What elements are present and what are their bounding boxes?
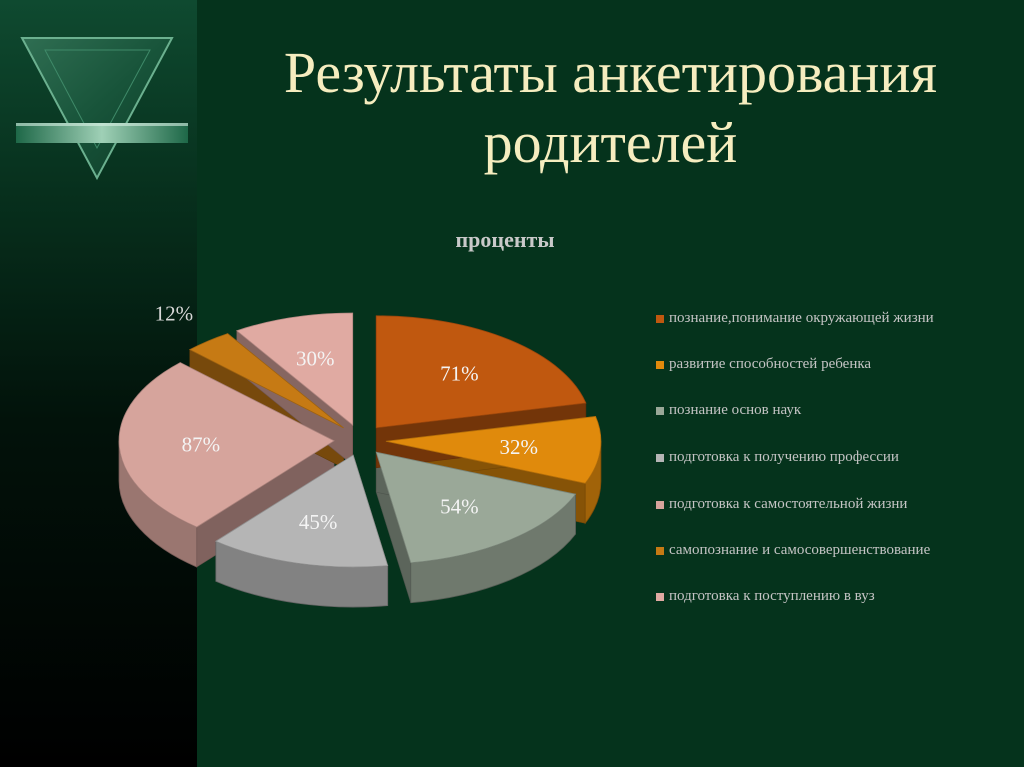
legend-swatch xyxy=(656,593,664,601)
legend-swatch xyxy=(656,361,664,369)
legend-item: подготовка к самостоятельной жизни xyxy=(656,494,946,514)
chart-title: проценты xyxy=(455,227,555,252)
triangle-logo-icon xyxy=(16,37,188,181)
legend-label: развитие способностей ребенка xyxy=(669,356,872,372)
legend-label: познание основ наук xyxy=(669,402,802,418)
legend-swatch xyxy=(656,407,664,415)
pie-data-label-3: 45% xyxy=(299,510,338,534)
slide-title-line-2: родителей xyxy=(483,110,738,175)
pie-data-label-6: 30% xyxy=(296,346,335,370)
legend-label: подготовка к самостоятельной жизни xyxy=(669,496,908,512)
legend-item: самопознание и самосовершенствование xyxy=(656,540,946,560)
pie-data-label-2: 54% xyxy=(440,494,479,518)
pie-slice-3 xyxy=(214,454,389,568)
legend-swatch xyxy=(656,501,664,509)
legend-item: подготовка к поступлению в вуз xyxy=(656,586,946,606)
pie-slice-1 xyxy=(385,416,602,484)
pie-data-label-0: 71% xyxy=(440,362,479,386)
pie-data-label-4: 87% xyxy=(182,432,221,456)
pie-data-label-5: 12% xyxy=(155,301,194,325)
legend-swatch xyxy=(656,454,664,462)
pie-slice-5 xyxy=(188,333,344,429)
legend-label: самопознание и самосовершенствование xyxy=(669,542,931,558)
legend-swatch xyxy=(656,315,664,323)
legend-label: подготовка к получению профессии xyxy=(669,449,899,465)
pie-data-label-1: 32% xyxy=(500,435,539,459)
legend-label: познание,понимание окружающей жизни xyxy=(669,310,934,326)
pie-slice-6 xyxy=(235,312,354,426)
legend-swatch xyxy=(656,547,664,555)
legend-item: развитие способностей ребенка xyxy=(656,354,946,374)
slide-title: Результаты анкетирования родителей xyxy=(197,38,1024,178)
pie-slice-0 xyxy=(375,315,587,429)
legend-label: подготовка к поступлению в вуз xyxy=(669,588,875,604)
pie-slice-4 xyxy=(118,362,335,528)
pie-slice-2 xyxy=(375,451,577,564)
legend-item: подготовка к получению профессии xyxy=(656,447,946,467)
slide-title-line-1: Результаты анкетирования xyxy=(283,40,938,105)
legend-item: познание,понимание окружающей жизни xyxy=(656,308,946,328)
legend-item: познание основ наук xyxy=(656,400,946,420)
